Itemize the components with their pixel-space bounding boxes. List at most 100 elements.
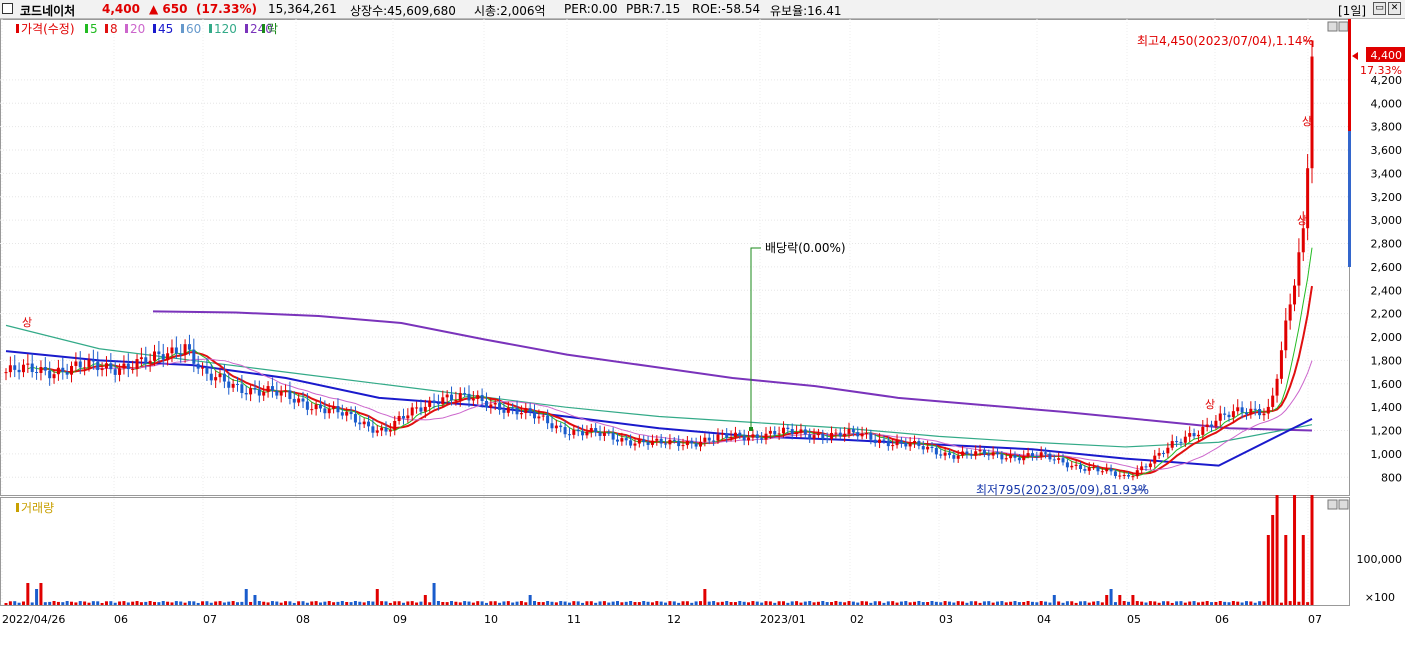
- volume-bar: [415, 602, 419, 605]
- period-selector[interactable]: [1일]: [1338, 4, 1367, 18]
- volume-bar: [1183, 602, 1187, 605]
- volume-bar: [921, 602, 925, 605]
- price-tag-pct: 17.33%: [1360, 64, 1402, 77]
- candle-body: [1279, 350, 1283, 379]
- price-change-pct: (17.33%): [196, 2, 257, 16]
- candle-body: [524, 408, 528, 414]
- candle-body: [1039, 452, 1043, 457]
- volume-bar: [816, 601, 820, 605]
- candle-body: [1135, 470, 1139, 477]
- volume-bar: [305, 602, 309, 605]
- candle-body: [506, 407, 510, 413]
- restore-icon[interactable]: ▭: [1373, 2, 1386, 15]
- candle-body: [384, 427, 388, 432]
- candle-body: [91, 359, 95, 362]
- volume-bar: [476, 601, 480, 605]
- date-tick-label: 03: [939, 613, 953, 626]
- candle-body: [1118, 475, 1122, 477]
- panel-close-button[interactable]: [1338, 21, 1349, 32]
- volume-close-button[interactable]: [1338, 499, 1349, 510]
- candle-body: [808, 434, 812, 439]
- volume-bar: [1070, 601, 1074, 605]
- volume-bar: [249, 601, 253, 605]
- legend-ma-label: 120: [214, 22, 237, 36]
- candle-body: [554, 425, 558, 429]
- candle-body: [21, 364, 25, 373]
- candle-body: [388, 430, 392, 432]
- select-checkbox[interactable]: [2, 3, 13, 14]
- volume-bar: [1179, 601, 1183, 605]
- candle-body: [1231, 411, 1235, 418]
- high-annotation: 최고4,450(2023/07/04),1.14%: [1137, 34, 1314, 48]
- candle-body: [589, 428, 593, 432]
- volume-bar: [270, 601, 274, 605]
- candle-body: [266, 386, 270, 392]
- candle-body: [367, 421, 371, 427]
- candle-body: [991, 452, 995, 456]
- candle-body: [567, 434, 571, 436]
- candle-body: [598, 432, 602, 436]
- volume-bar: [677, 602, 681, 605]
- candle-body: [1293, 285, 1297, 305]
- volume-bar: [742, 601, 746, 605]
- volume-bar: [336, 601, 340, 605]
- candle-body: [126, 363, 130, 370]
- volume-bar: [1253, 602, 1257, 605]
- candle-body: [755, 434, 759, 439]
- candle-body: [249, 388, 253, 395]
- candle-body: [921, 446, 925, 450]
- volume-bar: [118, 601, 122, 605]
- candle-body: [1113, 471, 1117, 477]
- candle-body: [187, 344, 191, 350]
- candle-body: [222, 373, 226, 382]
- volume-bar: [524, 602, 528, 605]
- volume-bar: [913, 601, 917, 605]
- ma-line-240: [152, 310, 1313, 432]
- volume-bar: [996, 601, 1000, 605]
- volume-bar: [803, 601, 807, 605]
- dividend-label: 배당락(0.00%): [765, 241, 846, 255]
- candle-body: [218, 373, 222, 378]
- volume-bar: [131, 601, 135, 605]
- candle-body: [471, 398, 475, 401]
- candle-body: [899, 440, 903, 443]
- candle-body: [1284, 320, 1288, 351]
- volume-bar: [830, 602, 834, 605]
- panel-settings-button[interactable]: [1327, 21, 1338, 32]
- legend-ma-swatch: [125, 24, 128, 33]
- volume-bar: [1148, 601, 1152, 605]
- candle-body: [83, 367, 87, 369]
- candle-body: [1201, 426, 1205, 435]
- candle-body: [987, 454, 991, 456]
- volume-bar: [318, 602, 322, 605]
- candle-body: [1179, 441, 1183, 443]
- price-tick-label: 2,600: [1371, 261, 1403, 274]
- limit-up-marks: 상 상 상 상: [22, 115, 1312, 411]
- volume-bar: [39, 583, 43, 605]
- volume-bar: [567, 602, 571, 605]
- candle-body: [511, 407, 515, 409]
- candle-body: [493, 403, 497, 405]
- candle-body: [148, 360, 152, 364]
- volume-bar: [904, 601, 908, 605]
- volume-bar: [61, 602, 65, 605]
- volume-bar: [467, 601, 471, 605]
- price-candles: [4, 41, 1314, 481]
- volume-bar: [371, 601, 375, 605]
- candle-body: [144, 357, 148, 364]
- volume-bar: [1052, 595, 1056, 605]
- volume-bar: [1175, 601, 1179, 605]
- volume-bar: [729, 602, 733, 605]
- volume-bar: [978, 602, 982, 605]
- volume-bar: [183, 602, 187, 605]
- candle-body: [284, 390, 288, 392]
- volume-bar: [1135, 601, 1139, 605]
- volume-bar: [240, 601, 244, 605]
- volume-bar: [419, 601, 423, 605]
- stock-header-bar: 코드네이처 4,400 ▲ 650 (17.33%) 15,364,261 상장…: [0, 0, 1405, 19]
- candle-body: [633, 443, 637, 446]
- volume-settings-button[interactable]: [1327, 499, 1338, 510]
- volume-bar: [1144, 602, 1148, 605]
- close-icon[interactable]: ✕: [1388, 2, 1401, 15]
- candle-body: [851, 428, 855, 433]
